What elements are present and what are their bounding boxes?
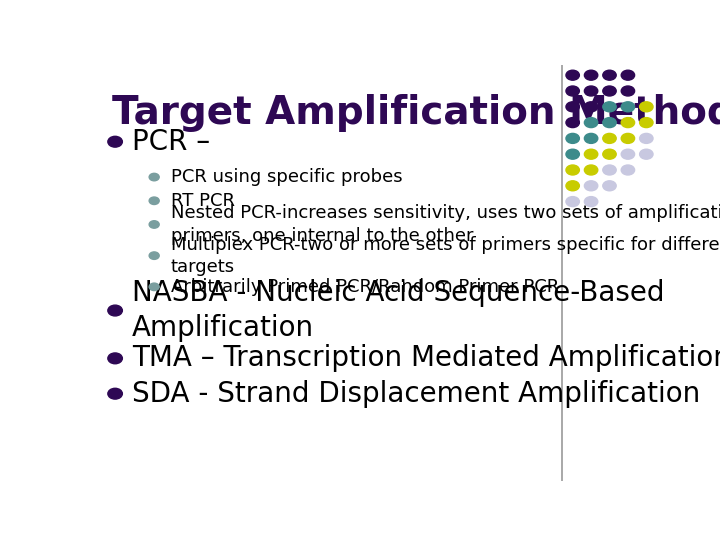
Circle shape — [639, 133, 653, 144]
Circle shape — [603, 181, 616, 191]
Circle shape — [566, 197, 580, 207]
Circle shape — [585, 118, 598, 127]
Text: Target Amplification Methods: Target Amplification Methods — [112, 94, 720, 132]
Text: RT PCR: RT PCR — [171, 192, 235, 210]
Circle shape — [621, 133, 634, 144]
Circle shape — [149, 173, 159, 181]
Circle shape — [639, 149, 653, 159]
Text: PCR using specific probes: PCR using specific probes — [171, 168, 402, 186]
Circle shape — [603, 70, 616, 80]
Circle shape — [603, 86, 616, 96]
Circle shape — [585, 165, 598, 175]
Circle shape — [585, 86, 598, 96]
Text: Nested PCR-increases sensitivity, uses two sets of amplification
primers, one in: Nested PCR-increases sensitivity, uses t… — [171, 204, 720, 245]
Circle shape — [108, 305, 122, 316]
Circle shape — [566, 165, 580, 175]
Text: NASBA - Nucleic Acid Sequence-Based
Amplification: NASBA - Nucleic Acid Sequence-Based Ampl… — [132, 279, 665, 342]
Text: SDA - Strand Displacement Amplification: SDA - Strand Displacement Amplification — [132, 380, 700, 408]
Circle shape — [585, 133, 598, 144]
Circle shape — [621, 165, 634, 175]
Circle shape — [585, 181, 598, 191]
Circle shape — [585, 149, 598, 159]
Circle shape — [621, 118, 634, 127]
Circle shape — [566, 86, 580, 96]
Circle shape — [108, 136, 122, 147]
Circle shape — [621, 149, 634, 159]
Circle shape — [149, 197, 159, 205]
Circle shape — [621, 86, 634, 96]
Circle shape — [585, 197, 598, 207]
Circle shape — [149, 283, 159, 291]
Circle shape — [621, 70, 634, 80]
Circle shape — [566, 149, 580, 159]
Circle shape — [566, 181, 580, 191]
Circle shape — [566, 118, 580, 127]
Circle shape — [621, 102, 634, 112]
Text: Multiplex PCR-two or more sets of primers specific for different
targets: Multiplex PCR-two or more sets of primer… — [171, 235, 720, 276]
Circle shape — [603, 133, 616, 144]
Circle shape — [603, 118, 616, 127]
Text: Arbitrarily Primed PCR/Random Primer PCR: Arbitrarily Primed PCR/Random Primer PCR — [171, 278, 559, 296]
Text: TMA – Transcription Mediated Amplification: TMA – Transcription Mediated Amplificati… — [132, 345, 720, 373]
Circle shape — [108, 353, 122, 364]
Circle shape — [639, 102, 653, 112]
Circle shape — [566, 102, 580, 112]
Circle shape — [566, 133, 580, 144]
Text: PCR –: PCR – — [132, 128, 210, 156]
Circle shape — [639, 118, 653, 127]
Circle shape — [566, 70, 580, 80]
Circle shape — [108, 388, 122, 399]
Circle shape — [603, 149, 616, 159]
Circle shape — [585, 102, 598, 112]
Circle shape — [585, 70, 598, 80]
Circle shape — [603, 102, 616, 112]
Circle shape — [149, 252, 159, 259]
Circle shape — [149, 221, 159, 228]
Circle shape — [603, 165, 616, 175]
